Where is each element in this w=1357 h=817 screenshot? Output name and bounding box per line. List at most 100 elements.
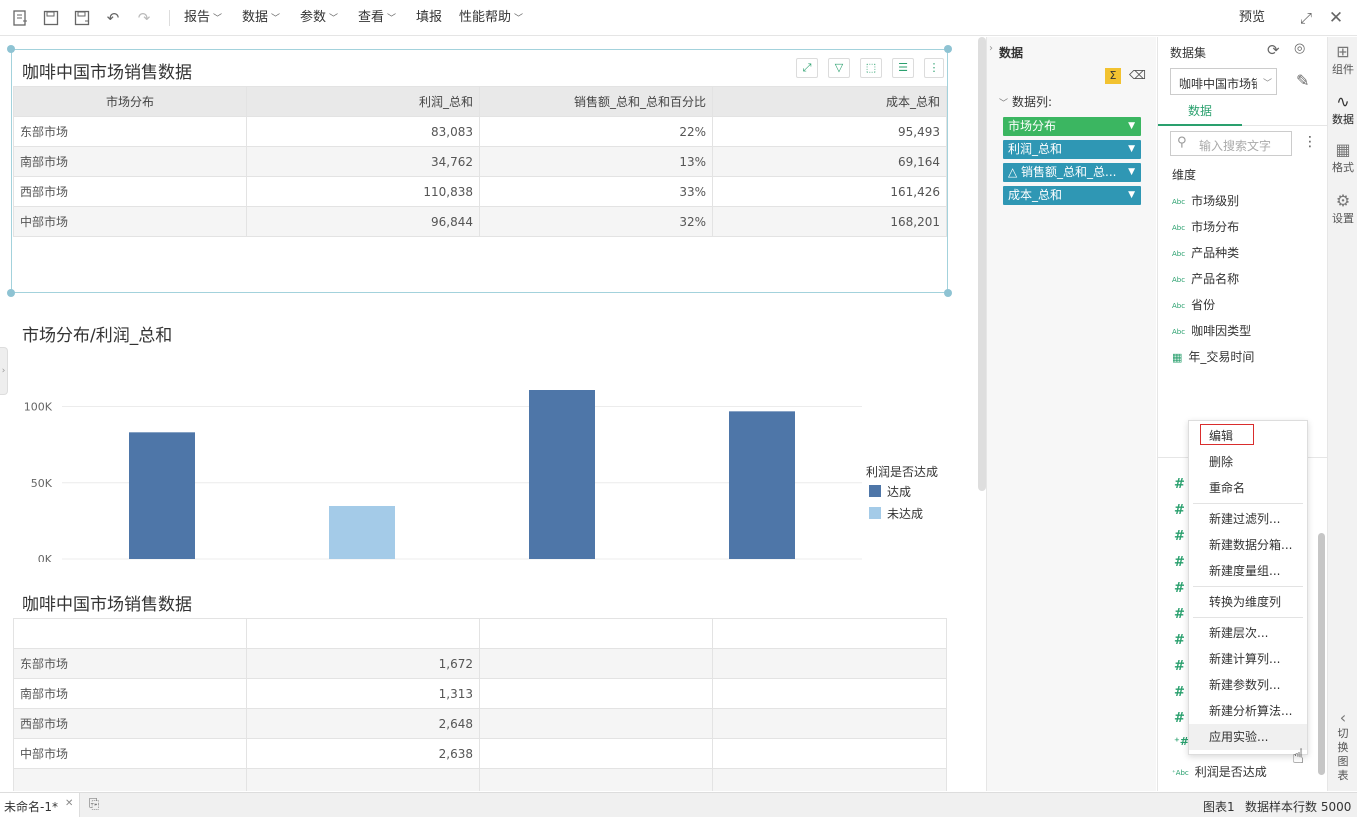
chip-market-distribution[interactable]: 市场分布 ▼ [1003,117,1141,136]
field-market-level[interactable]: Abc 市场级别 [1172,194,1240,208]
dataset-link-icon[interactable]: ◎ [1294,41,1306,56]
cell[interactable]: 中部市场 [13,206,247,237]
cell[interactable] [479,618,713,649]
undo-icon[interactable]: ↶ [106,9,120,27]
cell[interactable]: 东部市场 [13,116,247,147]
eraser-icon[interactable]: ⌫ [1129,68,1146,82]
save-as-icon[interactable] [73,9,91,27]
refresh-icon[interactable]: ⟳ [1267,41,1280,59]
rail-data[interactable]: ∿ 数据 [1328,93,1357,127]
new-report-icon[interactable] [11,9,29,27]
collapse-chevron-icon[interactable]: › [989,43,993,54]
menu-item-new-parameter-column[interactable]: 新建参数列... [1209,678,1281,692]
cell[interactable]: 2,648 [246,708,480,739]
report-tab[interactable]: 未命名-1* ✕ [0,793,80,817]
select-icon[interactable]: ⬚ [860,58,882,78]
cell[interactable] [712,708,947,739]
left-collapse-tab[interactable]: › [0,347,8,395]
cell[interactable]: 13% [479,146,713,177]
cell[interactable]: 西部市场 [13,708,247,739]
menu-item-convert-to-dimension[interactable]: 转换为维度列 [1209,595,1282,609]
cell[interactable]: 东部市场 [13,648,247,679]
save-icon[interactable] [42,9,60,27]
menu-fill[interactable]: 填报 [416,10,443,25]
field-profit-achieved[interactable]: ⁺Abc 利润是否达成 [1172,765,1267,779]
menu-item-apply-experiment[interactable]: 应用实验... [1189,724,1307,750]
resize-handle[interactable] [944,289,952,297]
cell[interactable]: 2,638 [246,738,480,769]
cell[interactable] [13,618,247,649]
sigma-icon[interactable]: Σ [1105,68,1121,84]
cell[interactable]: 32% [479,206,713,237]
edit-dataset-icon[interactable]: ✎ [1296,71,1310,90]
cell[interactable]: 83,083 [246,116,480,147]
cell[interactable]: 168,201 [712,206,947,237]
cell[interactable] [479,648,713,679]
preview-button[interactable]: 预览 [1239,10,1266,25]
cell[interactable]: 33% [479,176,713,207]
field-province[interactable]: Abc 省份 [1172,298,1216,312]
more-icon[interactable]: ⋮ [1303,134,1317,150]
cell[interactable] [246,618,480,649]
search-input[interactable]: ⚲ 输入搜索文字 [1170,131,1292,156]
cell[interactable]: 西部市场 [13,176,247,207]
resize-handle[interactable] [7,45,15,53]
cell[interactable]: 96,844 [246,206,480,237]
cell[interactable] [479,678,713,709]
header-cell[interactable]: 销售额_总和_总和百分比 [479,86,713,117]
dataset-scrollbar[interactable] [1318,533,1325,775]
cell[interactable] [246,768,480,791]
cell[interactable] [712,678,947,709]
menu-data[interactable]: 数据 ﹀ [242,10,281,25]
chip-sales-percent[interactable]: △ 销售额_总和_总... ▼ [1003,163,1141,182]
menu-item-new-analysis-algorithm[interactable]: 新建分析算法... [1209,704,1293,718]
cell[interactable]: 22% [479,116,713,147]
cell[interactable] [712,768,947,791]
rail-settings[interactable]: ⚙ 设置 [1328,192,1357,226]
header-cell[interactable]: 市场分布 [13,86,247,117]
field-product-name[interactable]: Abc 产品名称 [1172,272,1240,286]
list-icon[interactable]: ☰ [892,58,914,78]
chip-cost-sum[interactable]: 成本_总和 ▼ [1003,186,1141,205]
rail-format[interactable]: ▦ 格式 [1328,141,1357,175]
add-report-icon[interactable]: ⎘ [89,797,100,812]
cell[interactable]: 南部市场 [13,146,247,177]
field-year-transaction-time[interactable]: ▦ 年_交易时间 [1172,350,1255,364]
field-product-category[interactable]: Abc 产品种类 [1172,246,1240,260]
chip-profit-sum[interactable]: 利润_总和 ▼ [1003,140,1141,159]
field-caffeine-type[interactable]: Abc 咖啡因类型 [1172,324,1252,338]
header-cell[interactable]: 利润_总和 [246,86,480,117]
dataset-select[interactable]: 咖啡中国市场销 ﹀ [1170,68,1277,95]
cell[interactable] [479,768,713,791]
cell[interactable]: 95,493 [712,116,947,147]
menu-params[interactable]: 参数 ﹀ [300,10,339,25]
cell[interactable] [479,738,713,769]
menu-item-rename[interactable]: 重命名 [1209,481,1246,495]
filter-icon[interactable]: ▽ [828,58,850,78]
menu-item-edit[interactable]: 编辑 [1209,429,1234,443]
cell[interactable]: 南部市场 [13,678,247,709]
menu-item-new-filter-column[interactable]: 新建过滤列... [1209,512,1281,526]
fullscreen-icon[interactable]: ⤢ [1299,9,1312,27]
tab-data[interactable]: 数据 [1187,104,1212,118]
menu-item-new-measure-group[interactable]: 新建度量组... [1209,564,1281,578]
menu-perf-help[interactable]: 性能帮助 ﹀ [459,10,524,25]
cell[interactable]: 161,426 [712,176,947,207]
menu-report[interactable]: 报告 ﹀ [184,10,223,25]
cell[interactable]: 69,164 [712,146,947,177]
redo-icon[interactable]: ↷ [137,9,151,27]
cell[interactable]: 中部市场 [13,738,247,769]
cell[interactable] [712,618,947,649]
switch-chart-button[interactable]: ‹ 切换图表 [1328,709,1357,783]
menu-view[interactable]: 查看 ﹀ [358,10,397,25]
cell[interactable]: 110,838 [246,176,480,207]
menu-item-new-hierarchy[interactable]: 新建层次... [1209,626,1269,640]
cell[interactable]: 34,762 [246,146,480,177]
tab-close-icon[interactable]: ✕ [65,798,74,809]
header-cell[interactable]: 成本_总和 [712,86,947,117]
menu-item-new-binning[interactable]: 新建数据分箱... [1209,538,1293,552]
close-icon[interactable]: ✕ [1328,8,1344,28]
expand-icon[interactable]: ⤢ [796,58,818,78]
cell[interactable] [13,768,247,791]
cell[interactable] [712,648,947,679]
